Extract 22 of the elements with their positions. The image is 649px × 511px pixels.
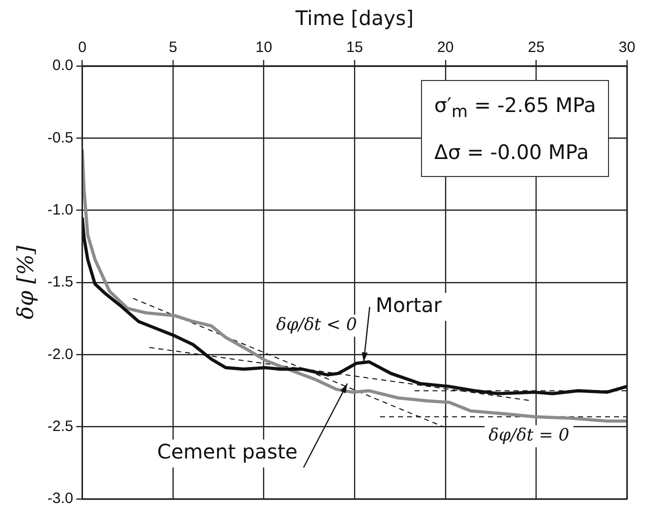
x-axis-title: Time [days]: [294, 6, 414, 30]
annotation: Δσ = -0.00 MPa: [434, 139, 590, 166]
y-tick-label: -2.0: [47, 346, 74, 363]
x-tick-label: 20: [437, 39, 454, 56]
annotation: σ′$_{m}$ = -2.65 MPa: [434, 92, 596, 123]
x-tick-label: 5: [168, 39, 178, 56]
x-tick-label: 15: [346, 39, 363, 56]
y-tick-label: 0.0: [52, 57, 74, 74]
annotation: Cement paste: [157, 440, 298, 464]
x-tick-label: 25: [528, 39, 545, 56]
annotation: δφ/δt < 0: [276, 315, 358, 336]
y-axis-title: δφ [%]: [14, 245, 39, 320]
x-tick-label: 30: [618, 39, 636, 56]
x-tick-label: 0: [78, 39, 86, 56]
y-tick-label: -0.5: [47, 129, 74, 146]
annotation: δφ/δt = 0: [488, 426, 570, 446]
y-tick-label: -1.5: [47, 274, 74, 291]
x-tick-label: 10: [255, 39, 272, 56]
y-tick-label: -2.5: [47, 418, 74, 435]
y-tick-label: -1.0: [47, 201, 74, 218]
y-tick-label: -3.0: [47, 490, 74, 508]
annotation: Mortar: [376, 293, 442, 318]
